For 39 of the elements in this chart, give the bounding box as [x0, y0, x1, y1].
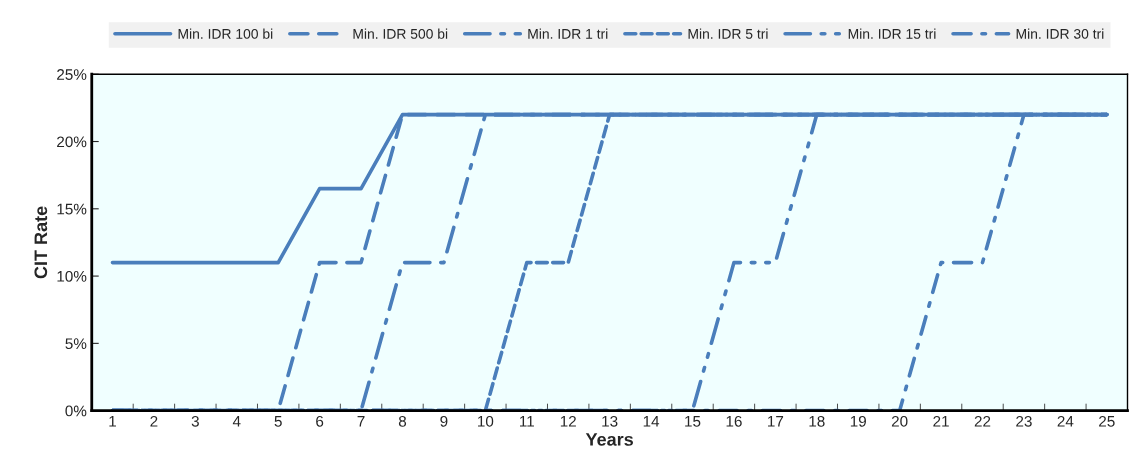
legend-label: Min. IDR 100 bi [178, 28, 273, 39]
x-axis-title: Years [585, 433, 633, 446]
x-tick-label: 14 [643, 416, 660, 427]
y-axis-title: CIT Rate [34, 206, 48, 279]
x-tick-label: 4 [232, 416, 241, 427]
x-tick-label: 18 [809, 415, 825, 427]
y-tick-label: 5% [65, 338, 87, 350]
x-tick-label: 22 [974, 415, 991, 427]
x-tick-label: 15 [685, 416, 701, 427]
x-tick-label: 7 [357, 416, 365, 427]
y-tick-label: 25% [57, 69, 87, 80]
legend-label: Min. IDR 500 bi [353, 28, 448, 39]
x-tick-label: 2 [150, 415, 158, 427]
x-tick-label: 21 [933, 415, 949, 427]
legend-label: Min. IDR 15 tri [848, 28, 936, 39]
x-tick-label: 5 [274, 416, 282, 427]
x-tick-label: 23 [1016, 415, 1032, 427]
y-tick-label: 0% [65, 405, 87, 417]
x-tick-label: 24 [1057, 415, 1074, 427]
x-tick-label: 6 [316, 415, 324, 427]
x-tick-label: 25 [1099, 415, 1115, 427]
y-tick-label: 10% [57, 270, 87, 282]
x-tick-label: 20 [891, 415, 908, 427]
x-tick-label: 16 [726, 415, 742, 427]
x-tick-label: 11 [520, 416, 534, 427]
x-tick-label: 9 [440, 415, 448, 427]
x-tick-label: 13 [602, 415, 618, 427]
x-tick-label: 17 [768, 416, 784, 427]
legend-label: Min. IDR 30 tri [1016, 28, 1104, 39]
x-tick-label: 3 [191, 415, 199, 427]
y-tick-label: 20% [57, 136, 87, 148]
x-tick-label: 12 [560, 415, 576, 427]
legend-label: Min. IDR 1 tri [528, 28, 608, 39]
x-tick-label: 10 [478, 415, 494, 427]
x-tick-label: 8 [398, 415, 407, 427]
x-tick-label: 19 [850, 415, 866, 427]
x-tick-label: 1 [109, 416, 116, 427]
y-tick-label: 15% [57, 203, 87, 215]
legend-label: Min. IDR 5 tri [688, 28, 768, 39]
